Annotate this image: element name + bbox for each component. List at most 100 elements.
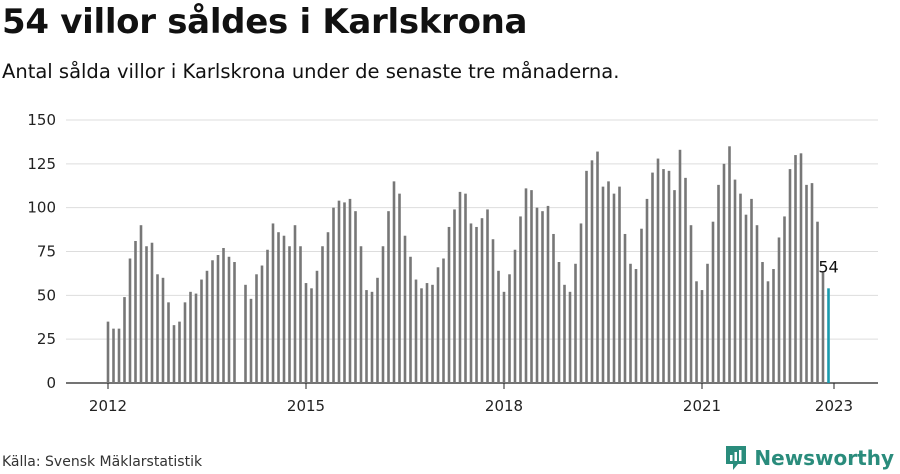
bar	[282, 235, 286, 383]
bar	[200, 279, 203, 383]
bar	[596, 151, 599, 383]
bar	[425, 283, 429, 383]
newsworthy-logo-icon	[726, 446, 747, 470]
bar	[150, 242, 154, 383]
bar	[414, 279, 418, 383]
bar	[744, 214, 748, 383]
y-tick-label: 100	[27, 199, 56, 217]
bar	[777, 237, 781, 383]
bar	[579, 223, 583, 383]
bar	[315, 270, 319, 383]
bar	[524, 188, 528, 383]
bar	[783, 216, 786, 383]
bar	[772, 269, 775, 383]
bar	[656, 158, 660, 383]
bar	[178, 321, 181, 383]
bar	[194, 293, 198, 383]
bar	[112, 328, 115, 383]
bar	[711, 221, 715, 383]
bar	[590, 160, 594, 383]
bar	[288, 246, 291, 383]
bar	[799, 153, 803, 383]
bar	[513, 249, 517, 383]
bar	[139, 225, 143, 383]
bar	[326, 232, 330, 383]
bar	[233, 262, 236, 383]
bar	[607, 181, 610, 383]
bar	[640, 228, 643, 383]
bar	[420, 288, 423, 383]
bar	[574, 263, 577, 383]
bar	[249, 298, 253, 383]
bar	[788, 169, 792, 383]
bar	[464, 193, 467, 383]
last-value-label: 54	[818, 257, 838, 276]
bar	[612, 193, 616, 383]
bar	[689, 225, 693, 383]
bar	[436, 267, 440, 383]
bar	[376, 277, 379, 383]
brand-name: Newsworthy	[754, 446, 894, 470]
bar	[117, 328, 121, 383]
bar	[343, 202, 346, 383]
y-tick-label: 50	[37, 286, 56, 304]
y-tick-label: 125	[27, 155, 56, 173]
bar	[458, 191, 462, 383]
brand-logo: Newsworthy	[724, 444, 894, 472]
bar	[227, 256, 231, 383]
bar	[348, 198, 352, 383]
bar	[601, 186, 605, 383]
bar	[678, 149, 682, 383]
bar	[810, 183, 814, 383]
bar	[156, 274, 159, 383]
bar	[695, 281, 698, 383]
bar	[530, 190, 533, 383]
bar	[766, 281, 770, 383]
bar	[491, 239, 495, 383]
bar	[431, 284, 434, 383]
bar	[733, 179, 737, 383]
bar	[502, 291, 506, 383]
bar	[392, 181, 396, 383]
bar	[293, 225, 297, 383]
bar	[645, 198, 649, 383]
bar	[304, 283, 308, 383]
bar	[277, 232, 280, 383]
bar	[161, 277, 165, 383]
bar	[585, 170, 588, 383]
bar	[172, 325, 176, 383]
bar	[662, 169, 665, 383]
bar	[266, 249, 269, 383]
bar	[634, 269, 638, 383]
bar	[794, 155, 797, 383]
bar	[189, 291, 192, 383]
bar	[816, 221, 819, 383]
bar	[497, 270, 500, 383]
chart-subtitle: Antal sålda villor i Karlskrona under de…	[2, 60, 620, 83]
bar	[722, 163, 726, 383]
bar	[310, 288, 313, 383]
bar	[321, 246, 324, 383]
x-tick-label: 2015	[287, 397, 325, 415]
bar	[442, 258, 445, 383]
y-tick-label: 0	[46, 374, 56, 392]
bar	[623, 233, 627, 383]
bar	[106, 321, 110, 383]
bar	[365, 290, 368, 383]
bar	[255, 274, 258, 383]
bar	[211, 260, 214, 383]
bar	[134, 240, 137, 383]
bar	[332, 207, 335, 383]
bar	[299, 246, 302, 383]
bar	[398, 193, 401, 383]
bar	[706, 263, 709, 383]
bar	[673, 190, 676, 383]
bar	[508, 274, 511, 383]
bar	[260, 265, 264, 383]
bar	[480, 218, 484, 383]
bar	[205, 270, 209, 383]
y-tick-label: 25	[37, 330, 56, 348]
x-tick-label: 2023	[815, 397, 853, 415]
bar	[651, 172, 654, 383]
